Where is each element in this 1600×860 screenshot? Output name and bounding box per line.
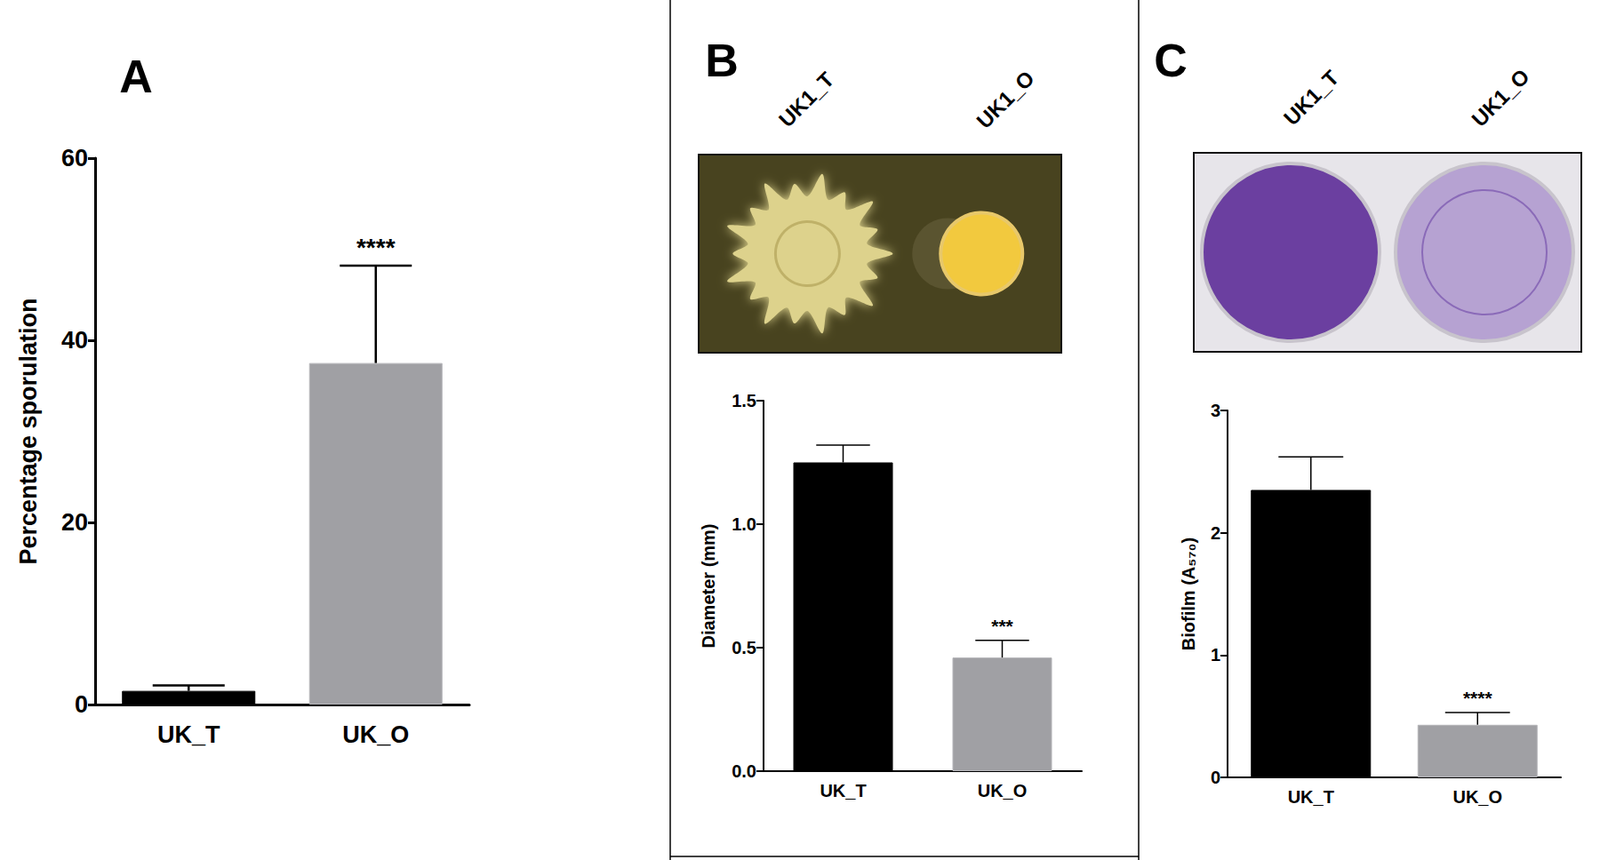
- svg-text:0: 0: [1210, 768, 1221, 788]
- svg-text:B: B: [704, 34, 739, 87]
- svg-text:Biofilm (A₅₇₀): Biofilm (A₅₇₀): [1178, 537, 1199, 651]
- svg-text:UK_T: UK_T: [1288, 787, 1335, 808]
- svg-text:UK_T: UK_T: [819, 781, 866, 801]
- svg-text:Diameter (mm): Diameter (mm): [698, 523, 719, 648]
- svg-text:2: 2: [1210, 523, 1221, 544]
- svg-text:UK_O: UK_O: [1452, 787, 1503, 808]
- svg-text:Percentage sporulation: Percentage sporulation: [15, 297, 42, 565]
- svg-text:UK1_O: UK1_O: [971, 65, 1040, 134]
- svg-text:UK1_T: UK1_T: [1279, 64, 1344, 130]
- svg-text:60: 60: [61, 144, 88, 172]
- svg-text:****: ****: [1463, 688, 1494, 709]
- svg-text:UK_O: UK_O: [342, 721, 409, 749]
- svg-text:1: 1: [1210, 645, 1221, 665]
- svg-text:UK1_T: UK1_T: [774, 66, 840, 132]
- svg-text:40: 40: [61, 327, 88, 354]
- svg-text:A: A: [119, 50, 153, 103]
- svg-text:****: ****: [356, 233, 396, 262]
- svg-text:UK_O: UK_O: [977, 781, 1028, 801]
- svg-text:UK1_O: UK1_O: [1466, 64, 1535, 132]
- svg-text:20: 20: [61, 509, 88, 536]
- svg-text:3: 3: [1210, 400, 1221, 421]
- svg-text:UK_T: UK_T: [157, 721, 221, 749]
- svg-text:C: C: [1153, 34, 1188, 87]
- svg-text:0: 0: [74, 691, 88, 719]
- svg-text:***: ***: [991, 616, 1014, 637]
- svg-text:1.5: 1.5: [731, 391, 757, 411]
- svg-text:0.5: 0.5: [731, 638, 757, 658]
- svg-text:1.0: 1.0: [731, 514, 757, 535]
- svg-text:0.0: 0.0: [731, 761, 757, 782]
